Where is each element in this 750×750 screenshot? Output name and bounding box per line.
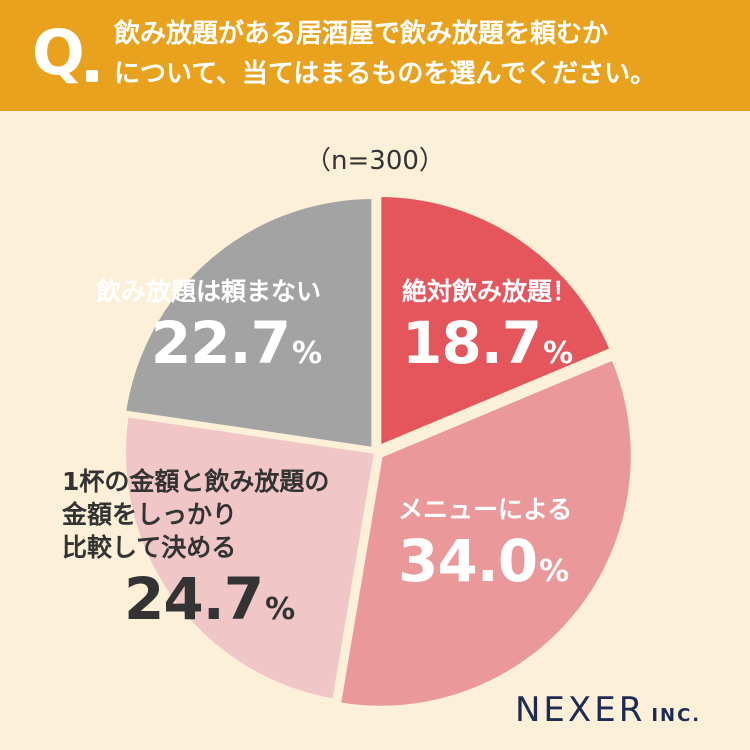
question-line-2: について、当てはまるものを選んでください。 <box>114 59 657 89</box>
slice-value-number-4: 22.7 <box>150 309 291 377</box>
slice-name-3-line-2: 金額をしっかり <box>62 500 238 529</box>
slice-label-2: メニューによる 34.0% <box>398 493 572 607</box>
question-text: 飲み放題がある居酒屋で飲み放題を頼むか について、当てはまるものを選んでください… <box>114 14 734 94</box>
slice-value-4: 22.7% <box>96 308 322 389</box>
slice-name-3-line-1: 1杯の金額と飲み放題の <box>62 467 330 496</box>
slice-label-4: 飲み放題は頼まない 22.7% <box>96 275 322 389</box>
slice-value-unit-1: % <box>543 336 573 371</box>
slice-value-number-3: 24.7 <box>124 565 264 633</box>
slice-value-2: 34.0% <box>398 526 572 607</box>
slice-name-2-line-1: メニューによる <box>398 495 573 524</box>
logo-name: NEXER <box>515 690 646 730</box>
question-line-1: 飲み放題がある居酒屋で飲み放題を頼むか <box>114 19 609 49</box>
slice-value-unit-2: % <box>539 554 569 589</box>
slice-name-4-line-1: 飲み放題は頼まない <box>96 277 322 306</box>
slice-value-unit-3: % <box>265 592 295 627</box>
slice-value-3: 24.7% <box>62 564 329 645</box>
slice-label-1: 絶対飲み放題！ 18.7% <box>402 275 577 389</box>
pie-slice-1 <box>377 193 615 451</box>
sample-size: （n=300） <box>305 146 445 176</box>
pie-slice-2 <box>336 355 635 710</box>
slice-value-number-1: 18.7 <box>402 309 542 377</box>
slice-value-unit-4: % <box>291 336 322 371</box>
q-mark: Q <box>32 16 85 89</box>
slice-name-3-line-3: 比較して決める <box>62 533 237 562</box>
slice-name-1-line-1: 絶対飲み放題！ <box>402 277 578 306</box>
pie-slice-3 <box>122 413 379 703</box>
nexer-logo: NEXER INC. <box>515 690 701 730</box>
pie-slice-4 <box>121 194 376 452</box>
slice-value-number-2: 34.0 <box>398 527 538 595</box>
logo-suffix: INC. <box>651 705 702 726</box>
question-header: Q 飲み放題がある居酒屋で飲み放題を頼むか について、当てはまるものを選んでくだ… <box>0 0 750 111</box>
q-dot-icon <box>86 70 98 82</box>
slice-value-1: 18.7% <box>402 308 577 389</box>
slice-label-3: 1杯の金額と飲み放題の 金額をしっかり 比較して決める 24.7% <box>62 465 329 645</box>
